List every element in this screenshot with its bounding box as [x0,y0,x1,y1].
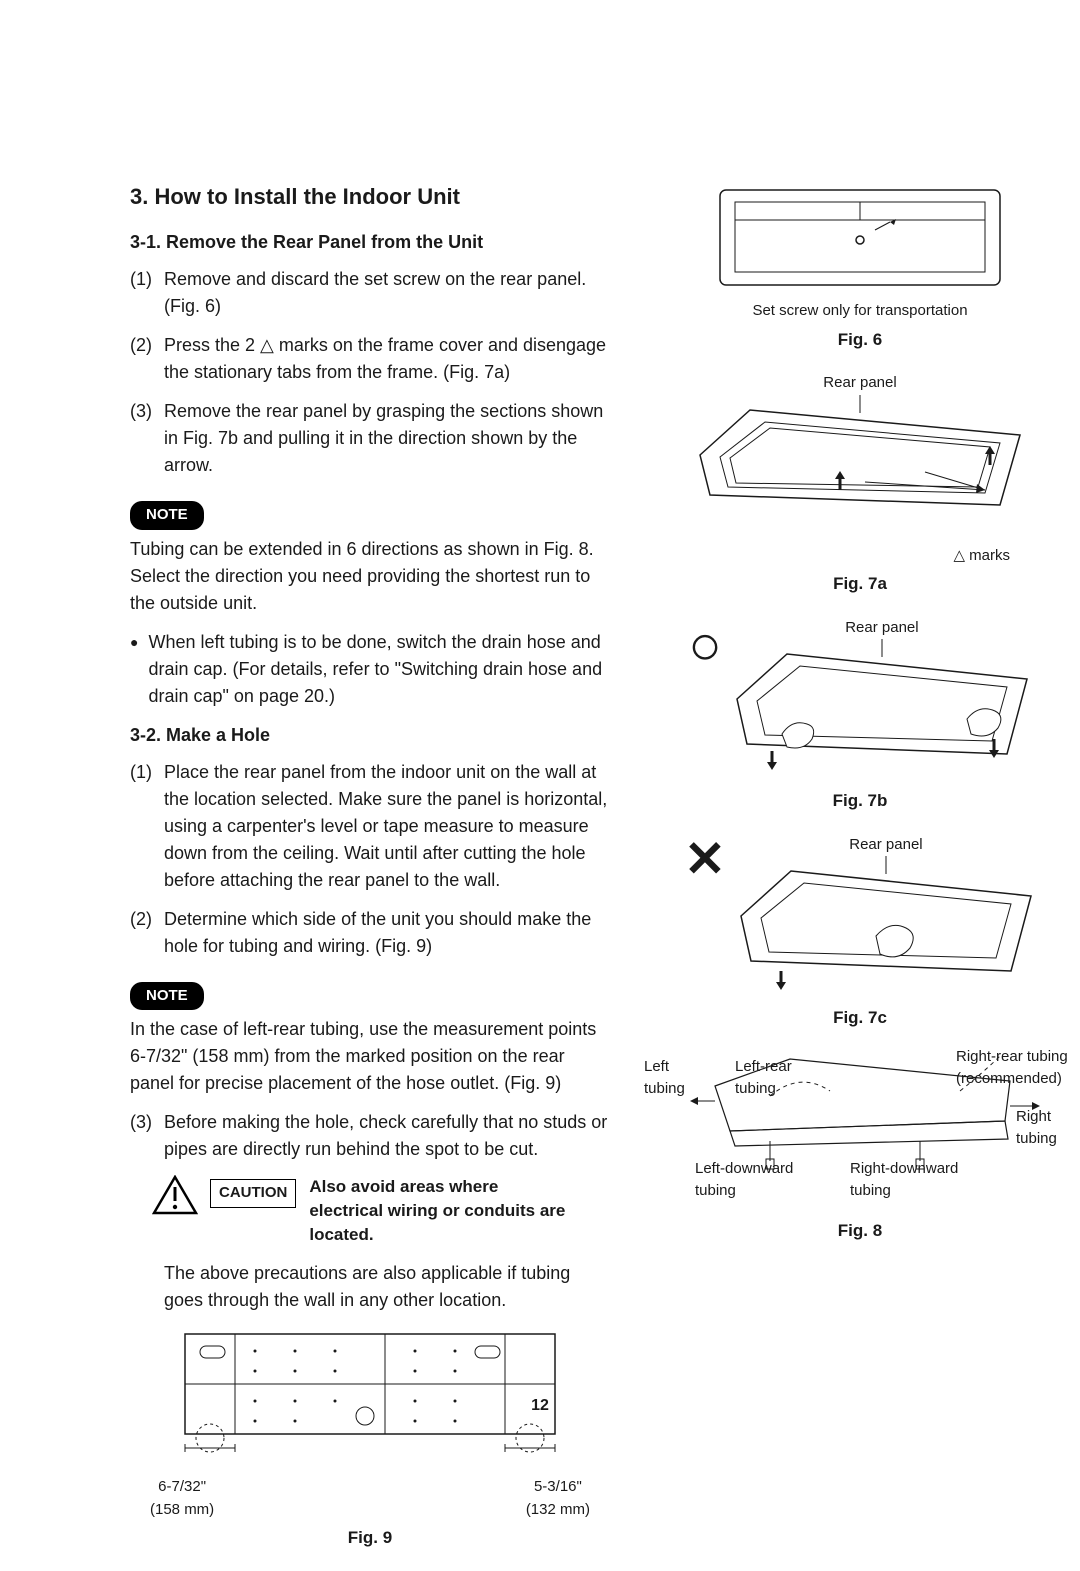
sub1-title: 3-1. Remove the Rear Panel from the Unit [130,229,610,256]
fig8-rightdown: Right-downward tubing [850,1158,990,1203]
fig7b: ○ Rear panel Fig. 7b [650,617,1070,814]
fig6-caption: Fig. 6 [650,327,1070,353]
right-column: Set screw only for transportation Fig. 6… [650,180,1070,1571]
fig7b-svg [732,639,1032,784]
fig7c-caption: Fig. 7c [650,1005,1070,1031]
note-body: In the case of left-rear tubing, use the… [130,1016,610,1097]
fig7a-caption: Fig. 7a [650,571,1070,597]
fig7c: ✕ Rear panel Fig. 7c [650,834,1070,1031]
fig9-caption: Fig. 9 [130,1525,610,1551]
caution-post: The above precautions are also applicabl… [164,1260,610,1314]
step-row: (3) Before making the hole, check carefu… [130,1109,610,1163]
fig8-leftrear: Left-rear tubing [735,1056,815,1101]
caution-text: Also avoid areas where electrical wiring… [309,1175,569,1246]
step-num: (2) [130,332,164,386]
fig7a-rear-label: Rear panel [650,372,1070,395]
fig7a-svg [690,395,1030,545]
fig6-note: Set screw only for transportation [650,300,1070,323]
page-number: 12 [0,1394,1080,1418]
step-text: Press the 2 △ marks on the frame cover a… [164,332,610,386]
fig8: Left tubing Left-rear tubing Right-rear … [650,1051,1070,1244]
note-pill: NOTE [130,982,204,1011]
step-row: (2) Determine which side of the unit you… [130,906,610,960]
step-text: Remove the rear panel by grasping the se… [164,398,610,479]
step-row: (1) Place the rear panel from the indoor… [130,759,610,894]
fig7b-caption: Fig. 7b [650,788,1070,814]
step-text: Remove and discard the set screw on the … [164,266,610,320]
caution-body: CAUTION Also avoid areas where electrica… [210,1175,569,1246]
fig9-dim-right: 5-3/16" (132 mm) [526,1476,590,1521]
fig7c-svg [736,856,1036,1001]
bullet: When left tubing is to be done, switch t… [130,629,610,710]
step-text: Before making the hole, check carefully … [164,1109,610,1163]
note-body: Tubing can be extended in 6 directions a… [130,536,610,617]
step-text: Place the rear panel from the indoor uni… [164,759,610,894]
step-num: (1) [130,759,164,894]
caution-row: CAUTION Also avoid areas where electrica… [152,1175,610,1246]
fig8-left: Left tubing [644,1056,704,1101]
fig7a: Rear panel △ marks Fig. 7a [650,372,1070,597]
fig6-svg [710,180,1010,300]
note-pill: NOTE [130,501,204,530]
fig7a-marks-label: △ marks [650,545,1070,568]
fig9: 6-7/32" (158 mm) 5-3/16" (132 mm) Fig. 9 [130,1326,610,1551]
fig7c-mark-icon: ✕ [684,834,726,884]
section-title: 3. How to Install the Indoor Unit [130,180,610,213]
fig8-caption: Fig. 8 [650,1218,1070,1244]
step-num: (3) [130,398,164,479]
step-num: (2) [130,906,164,960]
step-num: (3) [130,1109,164,1163]
warning-icon [152,1175,198,1215]
left-column: 3. How to Install the Indoor Unit 3-1. R… [130,180,610,1571]
fig7b-rear-label: Rear panel [732,617,1032,640]
step-row: (3) Remove the rear panel by grasping th… [130,398,610,479]
fig7c-rear-label: Rear panel [736,834,1036,857]
fig8-leftdown: Left-downward tubing [695,1158,815,1203]
fig8-right: Right tubing [1016,1106,1076,1151]
step-num: (1) [130,266,164,320]
step-text: Determine which side of the unit you sho… [164,906,610,960]
fig8-rightrear: Right-rear tubing (recommended) [956,1046,1076,1091]
caution-label: CAUTION [210,1179,296,1208]
page: 3. How to Install the Indoor Unit 3-1. R… [0,0,1080,1571]
fig6: Set screw only for transportation Fig. 6 [650,180,1070,352]
step-row: (2) Press the 2 △ marks on the frame cov… [130,332,610,386]
sub2-title: 3-2. Make a Hole [130,722,610,749]
step-row: (1) Remove and discard the set screw on … [130,266,610,320]
fig7b-mark-icon: ○ [688,617,722,673]
bullet-text: When left tubing is to be done, switch t… [148,629,610,710]
fig9-dim-left: 6-7/32" (158 mm) [150,1476,214,1521]
